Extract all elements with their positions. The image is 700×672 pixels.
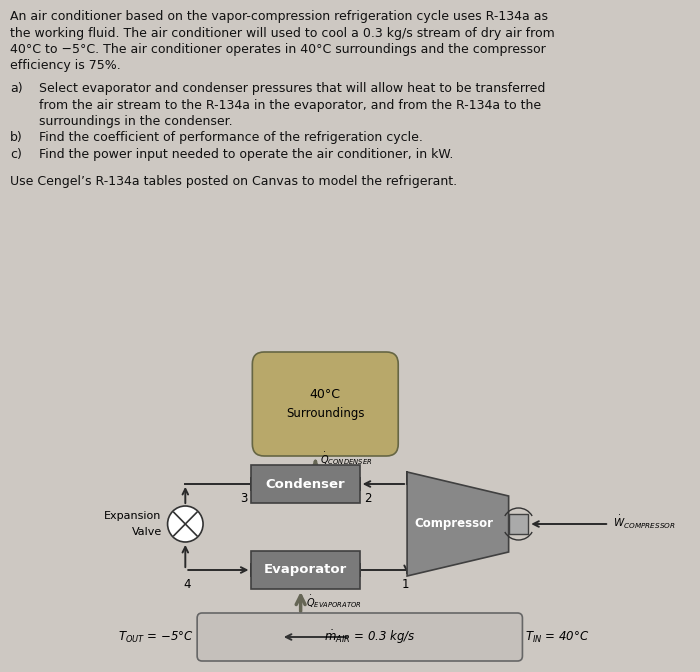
- Circle shape: [167, 506, 203, 542]
- Text: Compressor: Compressor: [414, 517, 493, 530]
- Bar: [251, 465, 360, 503]
- Text: $\dot{Q}_{CONDENSER}$: $\dot{Q}_{CONDENSER}$: [321, 450, 372, 467]
- Text: Find the coefficient of performance of the refrigeration cycle.: Find the coefficient of performance of t…: [39, 132, 423, 144]
- Text: b): b): [10, 132, 22, 144]
- Polygon shape: [407, 472, 509, 576]
- Text: $T_{OUT}$ = −5°C: $T_{OUT}$ = −5°C: [118, 630, 194, 644]
- Bar: [251, 551, 360, 589]
- Text: 2: 2: [364, 492, 372, 505]
- Text: c): c): [10, 148, 22, 161]
- Text: Expansion: Expansion: [104, 511, 162, 521]
- Text: Evaporator: Evaporator: [264, 564, 347, 577]
- Text: a): a): [10, 82, 22, 95]
- Text: $\dot{Q}_{EVAPORATOR}$: $\dot{Q}_{EVAPORATOR}$: [306, 593, 361, 610]
- Text: An air conditioner based on the vapor-compression refrigeration cycle uses R-134: An air conditioner based on the vapor-co…: [10, 10, 548, 23]
- Text: Surroundings: Surroundings: [286, 407, 365, 421]
- Text: Valve: Valve: [132, 527, 162, 537]
- Text: Use Cengel’s R-134a tables posted on Canvas to model the refrigerant.: Use Cengel’s R-134a tables posted on Can…: [10, 175, 457, 187]
- Text: $\dot{W}_{COMPRESSOR}$: $\dot{W}_{COMPRESSOR}$: [613, 513, 676, 530]
- Text: 3: 3: [240, 492, 247, 505]
- Text: 4: 4: [183, 578, 191, 591]
- Text: Select evaporator and condenser pressures that will allow heat to be transferred: Select evaporator and condenser pressure…: [39, 82, 546, 95]
- Text: surroundings in the condenser.: surroundings in the condenser.: [39, 115, 233, 128]
- Text: $T_{IN}$ = 40°C: $T_{IN}$ = 40°C: [526, 630, 590, 644]
- FancyBboxPatch shape: [252, 352, 398, 456]
- Text: efficiency is 75%.: efficiency is 75%.: [10, 60, 120, 73]
- Text: $\dot{m}_{AIR}$ = 0.3 kg/s: $\dot{m}_{AIR}$ = 0.3 kg/s: [324, 628, 415, 646]
- Bar: [509, 514, 528, 534]
- Text: 40°C: 40°C: [310, 388, 341, 401]
- Text: 1: 1: [401, 578, 409, 591]
- Text: 40°C to −5°C. The air conditioner operates in 40°C surroundings and the compress: 40°C to −5°C. The air conditioner operat…: [10, 43, 545, 56]
- Text: the working fluid. The air conditioner will used to cool a 0.3 kg/s stream of dr: the working fluid. The air conditioner w…: [10, 26, 554, 40]
- FancyBboxPatch shape: [197, 613, 522, 661]
- Text: Condenser: Condenser: [266, 478, 345, 491]
- Text: Find the power input needed to operate the air conditioner, in kW.: Find the power input needed to operate t…: [39, 148, 454, 161]
- Text: from the air stream to the R-134a in the evaporator, and from the R-134a to the: from the air stream to the R-134a in the…: [39, 99, 542, 112]
